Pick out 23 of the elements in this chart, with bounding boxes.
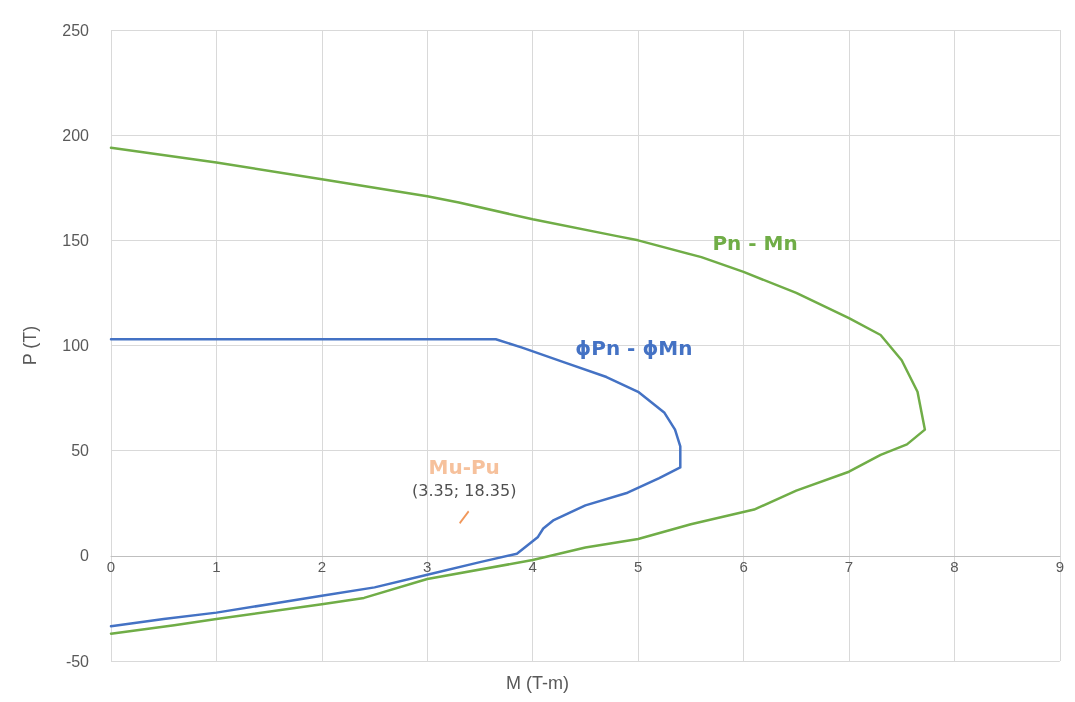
y-tick-label: 250 [62, 21, 90, 39]
x-tick-label: 9 [1055, 557, 1064, 575]
x-tick-label: 7 [844, 557, 854, 575]
y-axis-title: P (T) [20, 325, 40, 366]
data-label: (3.35; 18.35) [411, 480, 517, 500]
x-tick-label: 6 [739, 557, 748, 575]
x-tick-label: 2 [317, 557, 327, 575]
x-tick-label: 3 [423, 557, 432, 575]
y-tick-label: 200 [62, 126, 90, 144]
line-series [109, 146, 927, 635]
x-tick-label: 0 [106, 557, 116, 575]
y-tick-label: 50 [71, 442, 90, 460]
x-tick-label: 4 [528, 557, 537, 575]
y-tick-label: 150 [62, 231, 90, 249]
series-label: Pn - Mn [712, 231, 798, 256]
text: Mu-Pu [428, 455, 500, 480]
x-tick-label: 1 [212, 557, 221, 575]
series-label: ϕPn - ϕMn [575, 336, 693, 361]
x-tick-label: 8 [950, 557, 959, 575]
x-axis-title: M (T-m) [506, 673, 569, 693]
y-tick-label: -50 [65, 652, 90, 670]
x-tick-label: 5 [633, 557, 643, 575]
y-tick-label: 100 [62, 337, 90, 354]
